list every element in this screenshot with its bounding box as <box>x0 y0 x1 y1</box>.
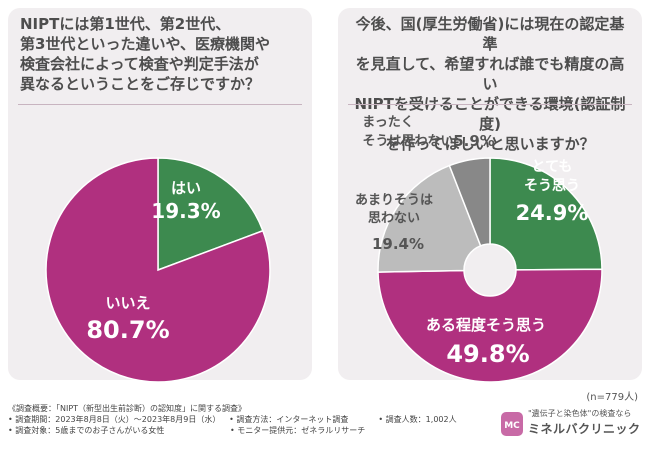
right-label-notmuch-line2: 思わない <box>368 211 420 226</box>
right-label-somewhat-value: 49.8% <box>446 340 529 368</box>
survey-provider: • モニター提供元：ゼネラルリサーチ <box>230 426 366 435</box>
right-label-very-line2: そう思う <box>524 178 580 194</box>
left-question-text: NIPTには第1世代、第2世代、 第3世代といった違いや、医療機関や 検査会社に… <box>20 15 270 93</box>
left-pie-slice-1 <box>157 157 264 272</box>
left-pie-slice-2 <box>45 157 271 383</box>
clinic-name: ミネルバクリニック <box>528 422 641 436</box>
clinic-logo-icon: MC <box>501 412 523 436</box>
sample-size-note: (n=779人) <box>586 392 638 403</box>
survey-title: 《調査概要：「NIPT（新型出生前診断）の認知度」に関する調査》 <box>8 404 247 413</box>
right-question-divider <box>348 104 632 105</box>
right-label-notmuch-value: 19.4% <box>372 235 424 253</box>
left-label-yes-value: 19.3% <box>151 199 220 223</box>
right-label-notatall-line2: そうは思わない <box>362 134 453 149</box>
left-label-no-value: 80.7% <box>86 316 169 344</box>
right-label-very-value: 24.9% <box>516 201 589 225</box>
left-pie-chart: はい 19.3% いいえ 80.7% <box>45 157 271 383</box>
left-question-card: NIPTには第1世代、第2世代、 第3世代といった違いや、医療機関や 検査会社に… <box>8 8 312 383</box>
right-label-somewhat-line1: ある程度そう思う <box>426 316 546 334</box>
left-label-yes-name: はい <box>171 179 201 197</box>
clinic-logo[interactable]: MC "遺伝子と染色体"の検査なら ミネルバクリニック <box>500 408 645 444</box>
right-label-notmuch-line1: あまりそうは <box>355 193 433 208</box>
right-label-very-line1: とても <box>532 159 573 175</box>
survey-method: • 調査方法：インターネット調査 <box>229 415 349 424</box>
right-label-notatall-value: 5.9% <box>453 132 495 150</box>
left-label-no-name: いいえ <box>105 294 150 312</box>
right-label-notatall-line1: まったく <box>362 115 413 130</box>
left-question-divider <box>18 104 302 105</box>
right-donut-slice-2 <box>377 268 603 383</box>
survey-target: • 調査対象：5歳までのお子さんがいる女性 <box>8 426 165 435</box>
survey-count: • 調査人数：1,002人 <box>378 415 457 424</box>
right-donut-slice-3 <box>377 164 482 273</box>
clinic-logo-mark-text: MC <box>504 421 520 431</box>
right-donut-slice-4 <box>448 157 491 247</box>
right-donut-slice-1 <box>489 157 603 271</box>
clinic-tagline: "遺伝子と染色体"の検査なら <box>528 409 632 418</box>
survey-period: • 調査期間：2023年8月8日（火）〜2023年8月9日（水） <box>8 415 221 424</box>
survey-overview: 《調査概要：「NIPT（新型出生前診断）の認知度」に関する調査》 • 調査期間：… <box>8 403 478 436</box>
right-question-card: 今後、国(厚生労働省)には現在の認定基準 を見直して、希望すれば誰でも精度の高い… <box>338 8 642 383</box>
